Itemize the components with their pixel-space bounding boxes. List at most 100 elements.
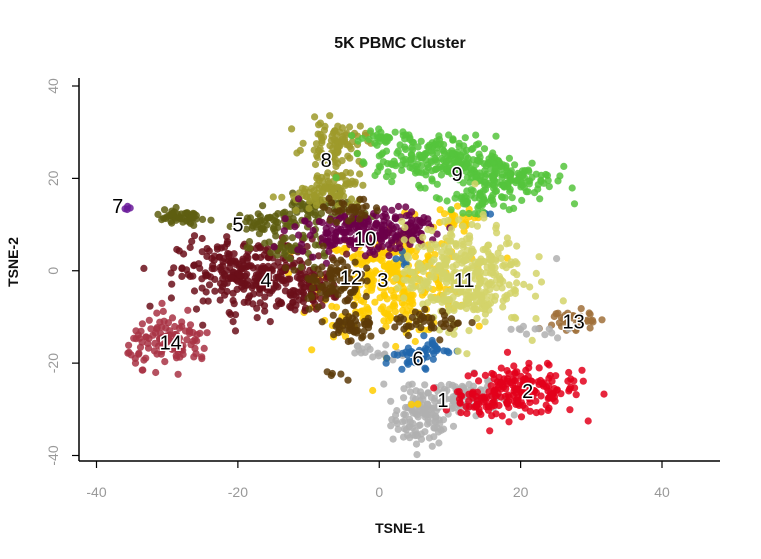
data-point [178,264,186,272]
data-point [350,301,358,309]
data-point [463,187,471,195]
data-point [431,394,439,402]
data-point [305,305,313,313]
y-tick-label: -20 [45,353,61,373]
data-point [442,158,450,166]
data-point [365,135,373,143]
data-point [433,243,441,251]
cluster-label: 7 [112,196,123,218]
data-point [485,251,493,259]
data-point [356,195,364,203]
data-point [413,432,422,440]
data-point [544,406,552,414]
data-point [508,194,516,202]
data-point [248,224,256,232]
data-point [394,202,403,211]
data-point [419,280,427,289]
data-point [271,280,279,288]
data-point [568,184,576,192]
data-point [467,170,475,178]
data-point [378,327,386,335]
data-point [359,332,367,341]
data-point [506,169,515,178]
data-point [428,442,436,450]
data-point [382,341,390,349]
data-point [340,229,348,237]
data-point [403,276,411,284]
data-point [358,210,366,218]
data-point [437,320,445,328]
data-point [437,426,445,434]
data-point [281,234,289,242]
data-point [326,216,334,224]
data-point [440,385,449,393]
data-point [444,287,452,296]
data-point [459,197,468,205]
data-point [492,132,500,140]
data-point [255,273,263,281]
data-point [238,283,246,291]
data-point [243,214,251,222]
data-point [395,294,403,302]
data-point [221,291,229,299]
data-point [253,304,261,312]
data-point [187,214,196,222]
data-point [332,322,340,330]
data-point [319,196,327,204]
data-point [424,143,432,151]
data-point [259,202,267,210]
data-point [462,256,470,265]
data-point [414,243,423,251]
data-point [304,258,312,267]
data-point [446,164,454,172]
data-point [221,272,229,280]
cluster-label: 4 [261,270,272,292]
data-point [379,303,387,311]
data-point [286,302,294,311]
data-point [412,440,421,448]
data-point [311,113,319,121]
data-point [498,193,506,201]
data-point [274,210,282,218]
x-tick-label: 0 [375,484,383,500]
data-point [325,288,334,296]
data-point [394,425,402,433]
data-point [451,284,459,292]
data-point [385,133,393,141]
data-point [505,418,513,426]
data-point [383,231,391,239]
data-point [403,431,412,439]
data-point [404,360,412,368]
data-point [443,197,451,205]
data-point [198,248,206,256]
data-point [343,263,351,271]
data-point [153,324,161,332]
data-point [497,378,505,386]
data-point [481,178,489,186]
data-point [261,293,269,301]
data-point [392,342,400,351]
data-point [272,302,280,310]
data-point [465,390,473,398]
data-point [457,151,465,159]
data-point [472,131,480,139]
data-point [417,324,425,332]
data-point [216,279,225,288]
data-point [353,224,361,232]
data-point [430,324,438,332]
data-point [481,277,489,285]
data-point [347,195,356,203]
data-point [387,221,396,230]
data-point [178,318,186,326]
data-point [505,393,513,401]
data-point [554,309,562,317]
data-point [467,191,476,199]
data-point [344,376,352,384]
data-point [400,301,408,309]
data-point [469,144,477,152]
data-point [532,389,541,397]
data-point [532,409,540,417]
data-point [503,400,511,408]
data-point [362,292,370,300]
data-point [427,273,435,281]
